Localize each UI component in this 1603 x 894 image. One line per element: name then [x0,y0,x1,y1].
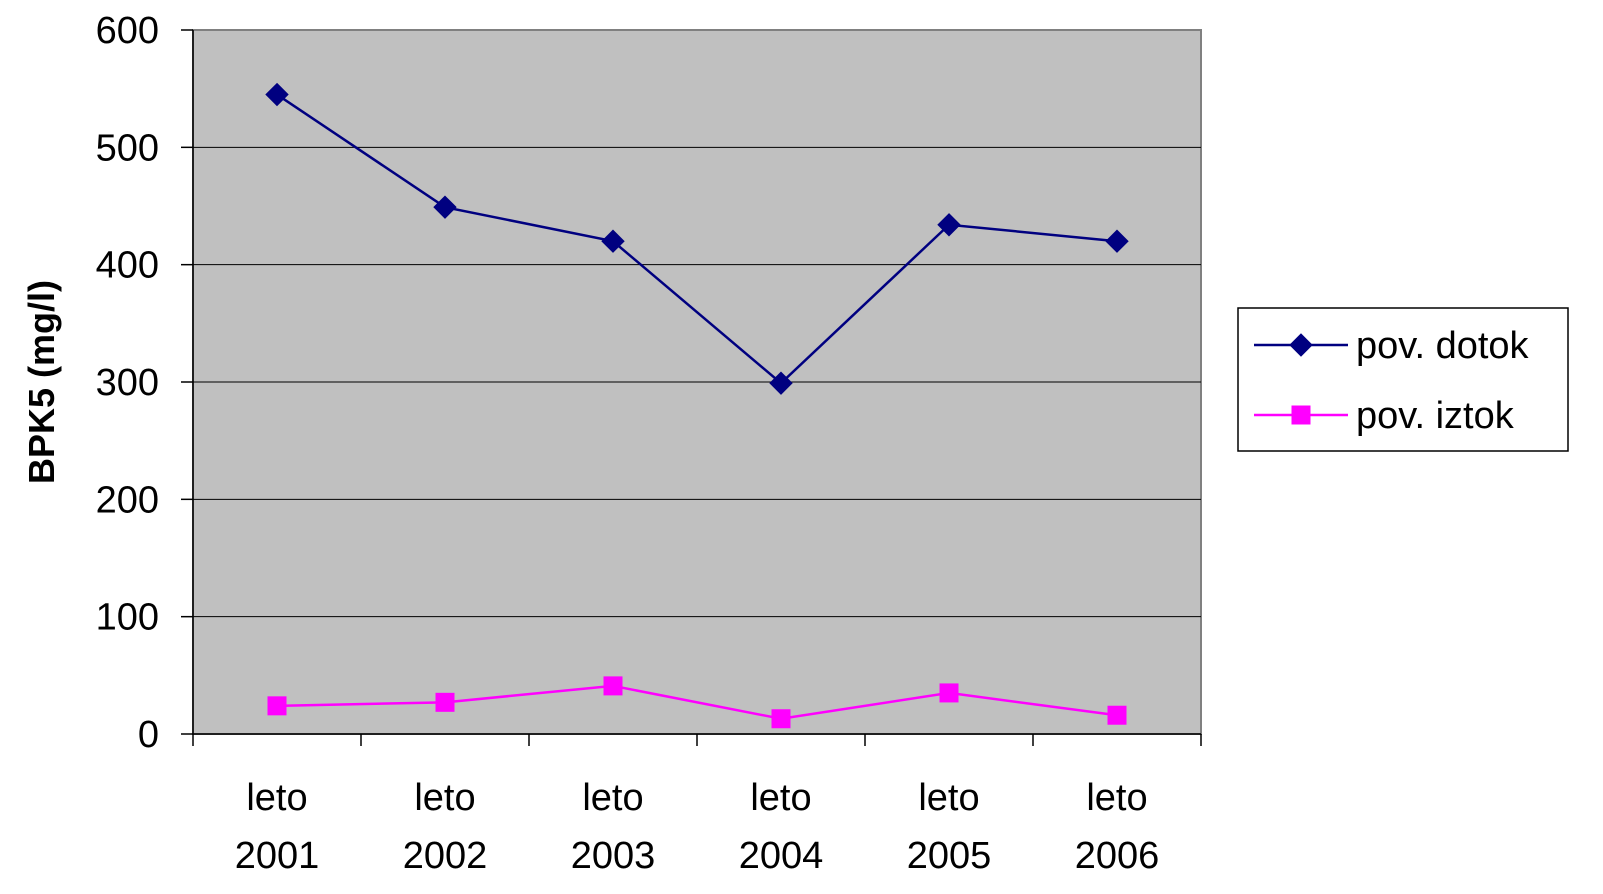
data-point-marker [433,195,457,219]
series-1 [265,82,1129,395]
data-point-marker [267,696,287,716]
data-point-marker [1105,229,1129,253]
x-tick-label: leto 2003 [571,777,656,877]
y-tick-label: 300 [96,362,159,404]
data-point-marker [937,213,961,237]
data-point-marker [771,709,791,729]
data-point-marker [603,676,623,696]
series-2 [267,676,1127,729]
x-tick-label: leto 2006 [1075,777,1160,877]
x-tick-label: leto 2004 [739,777,824,877]
legend-item: pov. iztok [1254,395,1515,437]
data-point-marker [435,692,455,712]
data-point-marker [601,229,625,253]
legend-marker [1291,405,1311,425]
x-tick-labels: leto 2001 leto 2002 leto 2003 leto 2004 leto 2005… [235,777,1160,877]
gridlines [193,146,1201,618]
legend-box [1237,307,1569,452]
y-tick-label: 500 [96,127,159,169]
x-tick-label: leto 2005 [907,777,992,877]
legend-label: pov. dotok [1356,325,1530,367]
series-line [276,93,1118,385]
y-tick-label: 200 [96,479,159,521]
y-tick-label: 100 [96,597,159,639]
legend-item: pov. dotok [1254,325,1530,367]
y-axis-label: BPK5 (mg/l) [21,280,62,484]
series-group [265,82,1129,729]
data-point-marker [939,683,959,703]
legend-label: pov. iztok [1356,395,1515,437]
y-tick-labels: 0 100 200 300 400 500 600 [96,10,159,756]
legend-marker [1289,333,1313,357]
data-point-marker [769,371,793,395]
y-tick-label: 0 [138,714,159,756]
legend: pov. dotok pov. iztok [1237,307,1569,452]
y-tick-label: 400 [96,245,159,287]
series-line [276,684,1118,721]
data-point-marker [1107,705,1127,725]
y-tick-label: 600 [96,10,159,52]
data-point-marker [265,82,289,107]
x-tick-label: leto 2002 [403,777,488,877]
axes [181,29,1202,746]
x-tick-label: leto 2001 [235,777,320,877]
